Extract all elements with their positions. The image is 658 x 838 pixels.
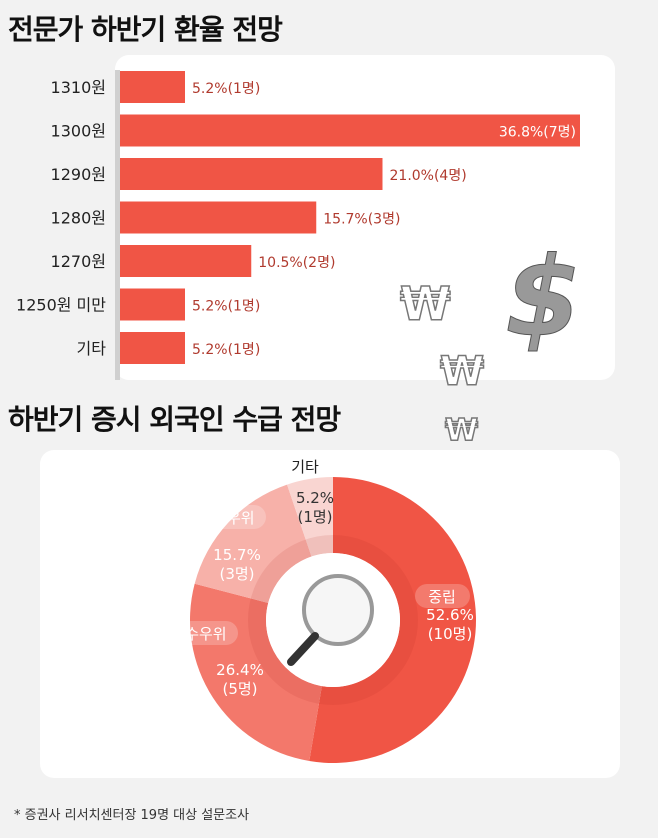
bar-category-label: 1300원 [51, 122, 106, 141]
slice-name-tag [188, 505, 266, 529]
bar [120, 114, 580, 147]
donut-slice [287, 477, 333, 557]
bar [120, 288, 185, 321]
bar [120, 201, 317, 234]
bar-value-label: 10.5%(2명) [258, 255, 335, 271]
bar-value-label: 15.7%(3명) [323, 212, 400, 228]
slice-pct-label: 26.4% [216, 661, 264, 679]
slice-count-label: (10명) [428, 625, 473, 643]
slice-name-label: 기타 [291, 458, 319, 476]
won-icon: ₩ [400, 277, 451, 331]
bar [120, 332, 185, 364]
donut-chart-title: 하반기 증시 외국인 수급 전망 [8, 403, 341, 436]
bar-category-label: 1310원 [51, 78, 106, 97]
bar [120, 71, 185, 103]
bar-axis [115, 70, 120, 380]
slice-pct-label: 52.6% [426, 606, 474, 624]
slice-name-label: 중립 [428, 588, 456, 606]
donut-slice [309, 477, 476, 763]
donut-slice [190, 583, 322, 762]
bar-category-label: 기타 [77, 339, 107, 358]
bar-value-label: 5.2%(1명) [192, 342, 260, 358]
magnifier-icon [302, 574, 374, 646]
donut-inner-ring [248, 535, 418, 705]
bar-value-label: 5.2%(1명) [192, 299, 260, 315]
footnote: * 증권사 리서치센터장 19명 대상 설문조사 [14, 808, 250, 823]
slice-pct-label: 15.7% [213, 546, 261, 564]
bar-category-label: 1250원 미만 [16, 296, 106, 315]
slice-count-label: (5명) [222, 680, 257, 698]
bar [120, 158, 383, 190]
bar-category-label: 1290원 [51, 165, 106, 184]
slice-count-label: (1명) [297, 508, 332, 526]
slice-name-label: 매도우위 [199, 509, 254, 527]
slice-name-tag [415, 584, 470, 608]
slice-count-label: (3명) [219, 565, 254, 583]
bar-category-label: 1280원 [51, 209, 106, 228]
dollar-icon: $ [505, 233, 582, 361]
bar-value-label: 5.2%(1명) [192, 81, 260, 97]
won-icon: ₩ [440, 349, 484, 395]
donut-slice [194, 484, 312, 604]
slice-name-label: 매수우위 [171, 625, 226, 643]
slice-name-tag [160, 621, 238, 645]
bar [120, 245, 252, 277]
bar-value-label: 21.0%(4명) [390, 168, 467, 184]
bar-chart-title: 전문가 하반기 환율 전망 [8, 13, 283, 46]
bar-value-label: 36.8%(7명) [499, 125, 576, 141]
won-icon: ₩ [445, 413, 478, 448]
bar-category-label: 1270원 [51, 252, 106, 271]
magnifier-handle [287, 632, 319, 666]
slice-pct-label: 5.2% [296, 489, 334, 507]
